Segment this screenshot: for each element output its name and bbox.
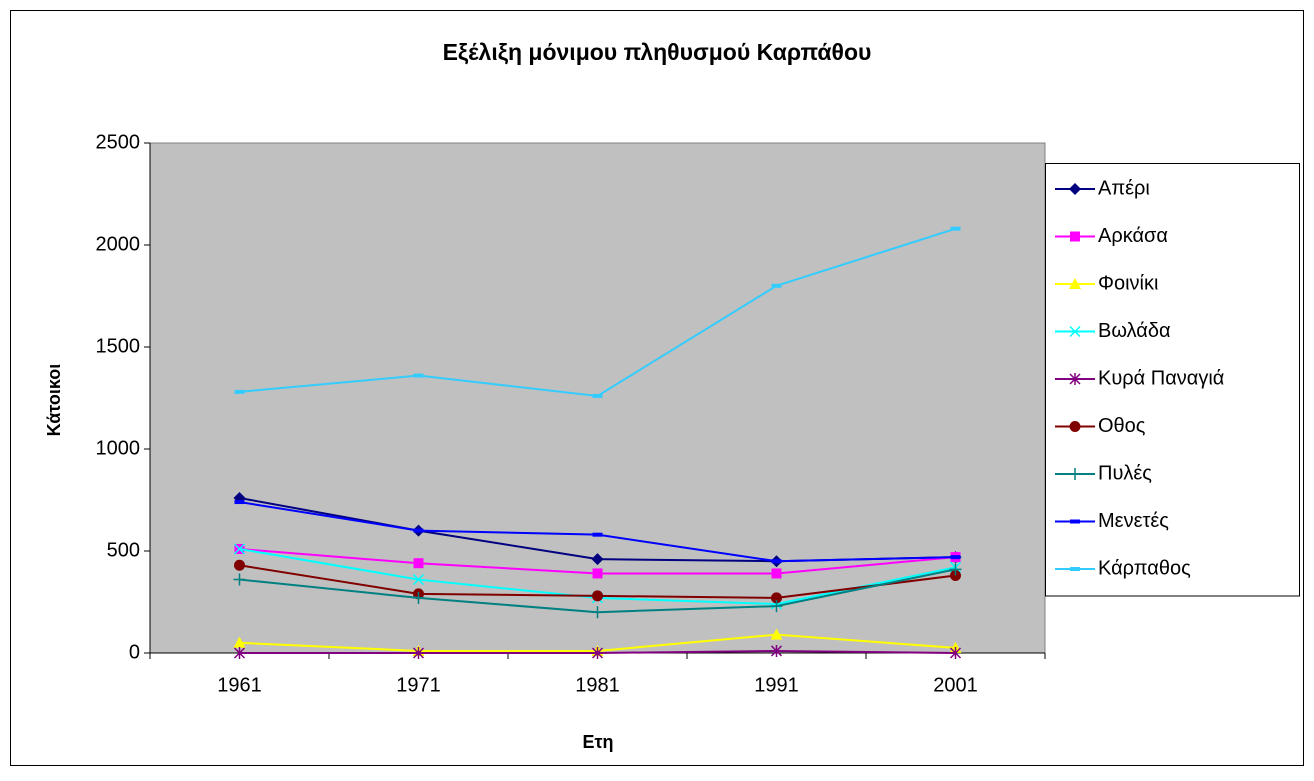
y-axis-label: Κάτοικοι — [44, 364, 64, 437]
legend-marker — [1069, 468, 1081, 480]
legend-label: Φοινίκι — [1098, 272, 1158, 294]
x-tick-label: 2001 — [933, 674, 978, 696]
legend-marker — [1069, 325, 1081, 338]
legend-label: Αρκάσα — [1098, 225, 1168, 247]
data-point — [950, 226, 961, 231]
data-point — [949, 647, 962, 659]
legend-marker — [1069, 421, 1081, 432]
data-point — [592, 393, 603, 398]
data-point — [771, 592, 782, 604]
x-tick-label: 1991 — [754, 674, 799, 696]
data-point — [771, 568, 782, 579]
y-tick-label: 2000 — [96, 233, 141, 255]
legend-label: Απέρι — [1098, 177, 1150, 199]
data-point — [233, 543, 246, 555]
y-tick-label: 2500 — [96, 131, 141, 153]
x-axis-label: Ετη — [582, 732, 613, 752]
data-point — [234, 389, 245, 394]
data-point — [592, 532, 603, 537]
legend-label: Μενετές — [1098, 510, 1169, 532]
data-point — [234, 500, 245, 505]
data-point — [234, 559, 245, 571]
data-point — [233, 636, 246, 648]
data-point — [771, 559, 782, 564]
legend-label: Οθος — [1098, 415, 1146, 437]
data-point — [950, 569, 961, 581]
legend-label: Κάρπαθος — [1098, 557, 1191, 579]
data-point — [233, 573, 246, 586]
data-point — [413, 558, 424, 569]
x-tick-label: 1961 — [217, 674, 262, 696]
legend-label: Βωλάδα — [1098, 320, 1171, 342]
data-point — [770, 600, 783, 613]
legend-label: Κυρά Παναγιά — [1098, 367, 1224, 389]
legend-marker — [1070, 519, 1080, 524]
data-point — [413, 373, 424, 378]
legend-marker — [1070, 231, 1080, 242]
data-point — [950, 555, 961, 560]
data-point — [771, 283, 782, 288]
legend-marker — [1069, 183, 1081, 195]
data-point — [591, 606, 604, 619]
data-point — [592, 590, 603, 602]
data-point — [412, 647, 425, 659]
data-point — [233, 647, 246, 659]
data-point — [949, 563, 962, 576]
data-point — [592, 568, 603, 579]
legend-marker — [1069, 373, 1081, 385]
x-tick-label: 1971 — [396, 674, 441, 696]
y-tick-label: 500 — [107, 539, 140, 561]
legend-marker — [1070, 567, 1080, 571]
y-tick-label: 1000 — [96, 437, 141, 459]
y-tick-label: 1500 — [96, 335, 141, 357]
data-point — [770, 628, 783, 640]
legend-label: Πυλές — [1098, 462, 1152, 484]
chart-title: Εξέλιξη μόνιμου πληθυσμού Καρπάθου — [443, 39, 872, 65]
data-point — [412, 574, 425, 586]
data-point — [413, 528, 424, 533]
data-point — [412, 591, 425, 604]
plot-area — [149, 142, 1046, 654]
x-tick-label: 1981 — [575, 674, 620, 696]
data-point — [770, 644, 783, 657]
y-tick-label: 0 — [129, 641, 140, 663]
data-point — [591, 553, 604, 566]
legend-marker — [1069, 278, 1081, 289]
data-point — [591, 647, 604, 659]
